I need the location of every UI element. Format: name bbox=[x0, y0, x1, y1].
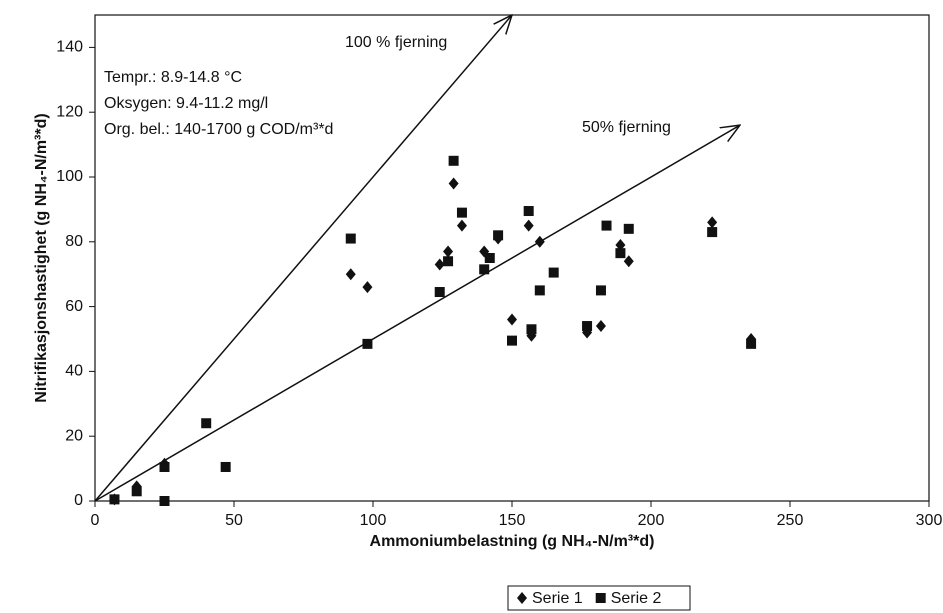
point bbox=[456, 219, 467, 232]
y-tick-label: 0 bbox=[74, 492, 83, 509]
point bbox=[595, 285, 606, 296]
point bbox=[443, 245, 454, 258]
point bbox=[362, 281, 373, 294]
point bbox=[131, 486, 142, 497]
point bbox=[615, 248, 626, 259]
x-tick-label: 150 bbox=[499, 512, 526, 529]
point bbox=[746, 338, 757, 349]
point bbox=[484, 253, 495, 263]
reference-line-label: 50% fjerning bbox=[582, 119, 671, 136]
reference-line-label: 100 % fjerning bbox=[345, 34, 447, 51]
point bbox=[479, 264, 490, 275]
point bbox=[159, 496, 170, 506]
legend-label: Serie 2 bbox=[611, 590, 662, 607]
point bbox=[615, 239, 626, 252]
x-tick-label: 250 bbox=[777, 512, 804, 529]
y-axis-label: Nitrifikasjonshastighet (g NH₄-N/m³*d) bbox=[33, 113, 50, 402]
point bbox=[434, 258, 445, 271]
point bbox=[362, 338, 373, 349]
annotation: Org. bel.: 140-1700 g COD/m³*d bbox=[104, 121, 333, 138]
point bbox=[443, 256, 454, 267]
point bbox=[707, 216, 718, 229]
point bbox=[220, 461, 231, 472]
point bbox=[434, 287, 445, 298]
x-tick-label: 50 bbox=[225, 512, 243, 529]
point bbox=[534, 235, 545, 248]
y-tick-label: 20 bbox=[65, 427, 83, 444]
annotation: Tempr.: 8.9-14.8 °C bbox=[104, 69, 242, 86]
reference-line bbox=[94, 15, 512, 502]
legend bbox=[507, 585, 691, 611]
y-tick-label: 60 bbox=[65, 298, 83, 315]
y-tick-label: 100 bbox=[56, 168, 83, 185]
point bbox=[507, 313, 517, 326]
point bbox=[595, 320, 606, 333]
point bbox=[201, 418, 212, 429]
point bbox=[707, 227, 718, 238]
y-tick-label: 140 bbox=[56, 39, 83, 56]
point bbox=[345, 268, 356, 281]
point bbox=[345, 233, 356, 244]
point bbox=[507, 335, 517, 346]
point bbox=[456, 207, 467, 218]
point bbox=[109, 494, 120, 505]
point bbox=[534, 285, 545, 296]
legend-label: Serie 1 bbox=[532, 590, 583, 607]
legend-marker bbox=[517, 592, 527, 604]
point bbox=[582, 321, 593, 332]
x-tick-label: 200 bbox=[638, 512, 665, 529]
point bbox=[448, 177, 459, 190]
y-tick-label: 80 bbox=[65, 233, 83, 250]
point bbox=[523, 206, 534, 217]
point bbox=[159, 461, 170, 472]
x-tick-label: 300 bbox=[916, 512, 943, 529]
point bbox=[601, 220, 612, 231]
reference-line bbox=[94, 125, 740, 502]
point bbox=[526, 324, 537, 335]
y-tick-label: 120 bbox=[56, 103, 83, 120]
x-tick-label: 100 bbox=[360, 512, 387, 529]
point bbox=[548, 267, 559, 278]
y-tick-label: 40 bbox=[65, 363, 83, 380]
legend-marker bbox=[595, 593, 606, 603]
point bbox=[448, 155, 459, 166]
x-axis-label: Ammoniumbelastning (g NH₄-N/m³*d) bbox=[370, 533, 655, 550]
annotation: Oksygen: 9.4-11.2 mg/l bbox=[104, 95, 268, 112]
point bbox=[493, 230, 504, 241]
point bbox=[623, 255, 634, 268]
point bbox=[623, 223, 634, 234]
x-tick-label: 0 bbox=[91, 512, 100, 529]
point bbox=[523, 219, 534, 232]
